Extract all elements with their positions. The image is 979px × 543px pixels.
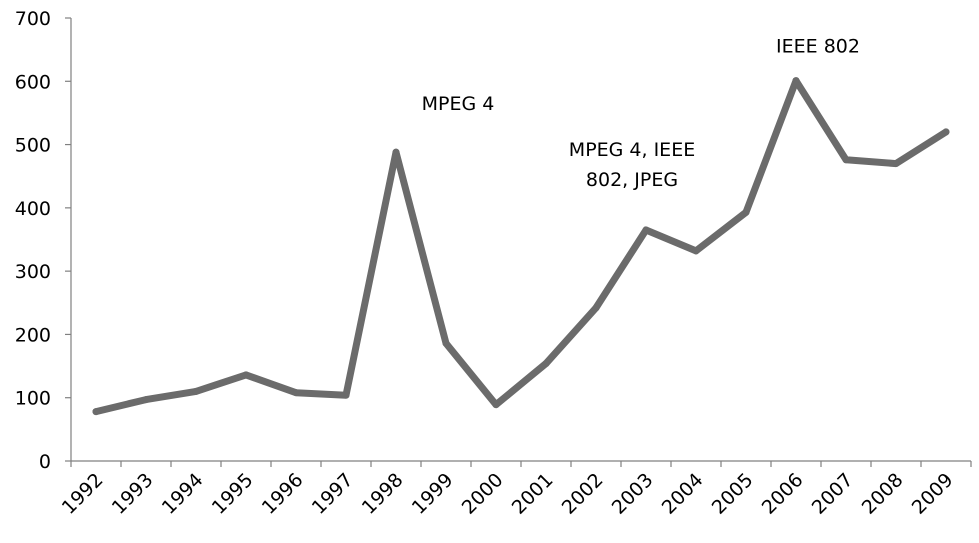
- x-tick-label: 1995: [208, 469, 258, 519]
- annotations: MPEG 4 MPEG 4, IEEE 802, JPEG IEEE 802: [422, 36, 860, 191]
- annotation-label: MPEG 4: [422, 93, 495, 115]
- data-point: [292, 389, 300, 397]
- x-tick-label: 2005: [708, 469, 758, 519]
- y-tick-label: 600: [15, 71, 51, 93]
- data-point: [842, 156, 850, 164]
- data-point: [692, 247, 700, 255]
- x-tick-label: 1992: [58, 469, 108, 519]
- y-tick-label: 200: [15, 324, 51, 346]
- data-point: [742, 208, 750, 216]
- data-point: [92, 408, 100, 416]
- x-tick-label: 2004: [658, 469, 708, 519]
- x-tick-label: 2001: [508, 469, 558, 519]
- x-tick-label: 2002: [558, 469, 608, 519]
- x-tick-label: 1993: [108, 469, 158, 519]
- data-point: [392, 148, 400, 156]
- data-point: [492, 401, 500, 409]
- x-tick-label: 1997: [308, 469, 358, 519]
- x-tick-label: 1996: [258, 469, 308, 519]
- data-point: [542, 360, 550, 368]
- x-tick-label: 2000: [458, 469, 508, 519]
- x-tick-label: 1999: [408, 469, 458, 519]
- data-point: [792, 77, 800, 85]
- x-tick-label: 1998: [358, 469, 408, 519]
- annotation-label: MPEG 4, IEEE: [569, 139, 695, 161]
- y-tick-label: 700: [15, 8, 51, 30]
- data-point: [892, 160, 900, 168]
- data-point: [442, 339, 450, 347]
- x-tick-label: 2006: [758, 469, 808, 519]
- data-point: [342, 391, 350, 399]
- x-tick-label: 2008: [858, 469, 908, 519]
- x-axis: 1992 1993 1994 1995 1996 1997 1998 1999 2000 2001…: [58, 460, 972, 519]
- data-point: [642, 226, 650, 234]
- series-group: [92, 77, 950, 416]
- x-tick-label: 2007: [808, 469, 858, 519]
- y-tick-label: 300: [15, 261, 51, 283]
- data-point: [242, 371, 250, 379]
- data-point: [592, 304, 600, 312]
- x-tick-label: 1994: [158, 469, 208, 519]
- y-tick-label: 400: [15, 198, 51, 220]
- y-tick-label: 0: [39, 451, 51, 473]
- data-point: [192, 387, 200, 395]
- annotation-label: IEEE 802: [776, 36, 860, 58]
- data-point: [942, 128, 950, 136]
- y-tick-label: 500: [15, 135, 51, 157]
- y-tick-label: 100: [15, 388, 51, 410]
- x-tick-label: 2003: [608, 469, 658, 519]
- x-tick-label: 2009: [908, 469, 958, 519]
- annotation-label: 802, JPEG: [586, 169, 678, 191]
- series-line: [92, 77, 950, 416]
- data-point: [142, 396, 150, 404]
- y-axis: 0 100 200 300 400 500 600 700: [15, 8, 72, 473]
